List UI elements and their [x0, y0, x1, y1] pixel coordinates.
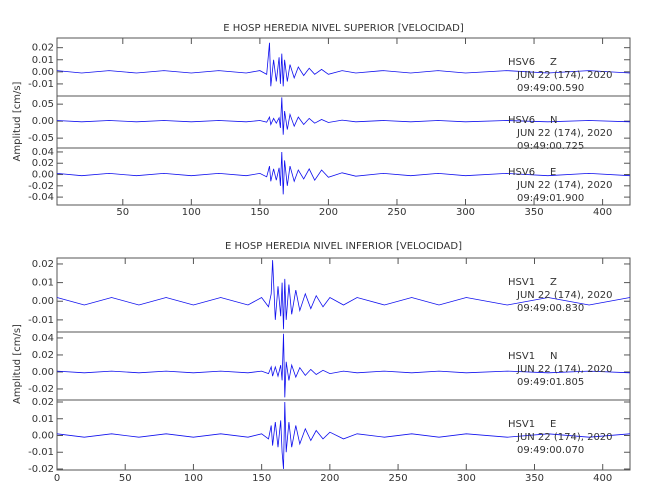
- y-tick-label: 0.00: [32, 367, 54, 378]
- date-label: JUN 22 (174), 2020: [516, 70, 613, 81]
- x-tick-label: 150: [252, 473, 271, 484]
- date-label: JUN 22 (174), 2020: [516, 432, 613, 443]
- y-tick-label: 0.00: [32, 67, 54, 78]
- y-tick-label: 0.02: [32, 43, 54, 54]
- y-tick-label: 0.01: [32, 278, 54, 289]
- y-tick-label: 0.00: [32, 116, 54, 127]
- y-axis-label: Amplitud [cm/s]: [12, 324, 23, 404]
- y-tick-label: 0.02: [32, 259, 54, 270]
- y-tick-label: 0.00: [32, 170, 54, 181]
- y-tick-label: -0.01: [28, 315, 54, 326]
- x-tick-label: 50: [116, 207, 129, 218]
- x-tick-label: 50: [119, 473, 132, 484]
- component-label: N: [550, 351, 557, 362]
- x-tick-label: 100: [184, 473, 203, 484]
- waveform: [56, 42, 631, 87]
- x-tick-label: 300: [457, 473, 476, 484]
- component-label: Z: [550, 57, 557, 68]
- component-label: N: [550, 115, 557, 126]
- x-tick-label: 400: [593, 207, 612, 218]
- time-label: 09:49:00.590: [517, 83, 584, 94]
- time-label: 09:49:00.830: [517, 303, 584, 314]
- date-label: JUN 22 (174), 2020: [516, 180, 613, 191]
- date-label: JUN 22 (174), 2020: [516, 364, 613, 375]
- waveform: [56, 97, 631, 135]
- y-tick-label: -0.02: [28, 384, 54, 395]
- y-tick-label: -0.02: [28, 181, 54, 192]
- waveform: [56, 333, 631, 398]
- y-tick-label: 0.00: [32, 431, 54, 442]
- date-label: JUN 22 (174), 2020: [516, 290, 613, 301]
- y-tick-label: 0.05: [32, 99, 54, 110]
- y-tick-label: 0.04: [32, 333, 54, 344]
- time-label: 09:49:00.725: [517, 141, 584, 152]
- y-tick-label: 0.04: [32, 147, 54, 158]
- x-tick-label: 200: [320, 473, 339, 484]
- waveform: [56, 151, 631, 195]
- x-tick-label: 200: [319, 207, 338, 218]
- time-label: 09:49:00.070: [517, 445, 584, 456]
- station-label: HSV6: [508, 115, 535, 126]
- x-tick-label: 250: [387, 207, 406, 218]
- y-tick-label: 0.01: [32, 55, 54, 66]
- waveform: [56, 260, 631, 330]
- y-axis-label: Amplitud [cm/s]: [12, 81, 23, 161]
- chart-title: E HOSP HEREDIA NIVEL INFERIOR [VELOCIDAD…: [225, 241, 462, 252]
- station-label: HSV1: [508, 419, 535, 430]
- panel-frame: [56, 147, 631, 206]
- x-tick-label: 350: [524, 207, 543, 218]
- y-tick-label: -0.01: [28, 79, 54, 90]
- station-label: HSV1: [508, 351, 535, 362]
- y-tick-label: 0.02: [32, 397, 54, 408]
- time-label: 09:49:01.900: [517, 193, 584, 204]
- y-tick-label: -0.02: [28, 464, 54, 475]
- x-tick-label: 250: [389, 473, 408, 484]
- chart-title: E HOSP HEREDIA NIVEL SUPERIOR [VELOCIDAD…: [223, 23, 464, 34]
- x-tick-label: 400: [593, 473, 612, 484]
- y-tick-label: -0.04: [28, 192, 54, 203]
- y-tick-label: -0.01: [28, 447, 54, 458]
- y-tick-label: 0.00: [32, 296, 54, 307]
- component-label: E: [550, 167, 556, 178]
- y-tick-label: 0.02: [32, 350, 54, 361]
- x-tick-label: 0: [54, 473, 60, 484]
- x-tick-label: 350: [525, 473, 544, 484]
- station-label: HSV6: [508, 57, 535, 68]
- time-label: 09:49:01.805: [517, 377, 584, 388]
- waveform: [56, 401, 631, 470]
- x-tick-label: 150: [250, 207, 269, 218]
- station-label: HSV6: [508, 167, 535, 178]
- y-tick-label: 0.01: [32, 414, 54, 425]
- x-tick-label: 100: [182, 207, 201, 218]
- x-tick-label: 300: [456, 207, 475, 218]
- station-label: HSV1: [508, 277, 535, 288]
- panel-frame: [56, 399, 631, 471]
- component-label: E: [550, 419, 556, 430]
- y-tick-label: -0.05: [28, 133, 54, 144]
- component-label: Z: [550, 277, 557, 288]
- y-tick-label: 0.02: [32, 158, 54, 169]
- date-label: JUN 22 (174), 2020: [516, 128, 613, 139]
